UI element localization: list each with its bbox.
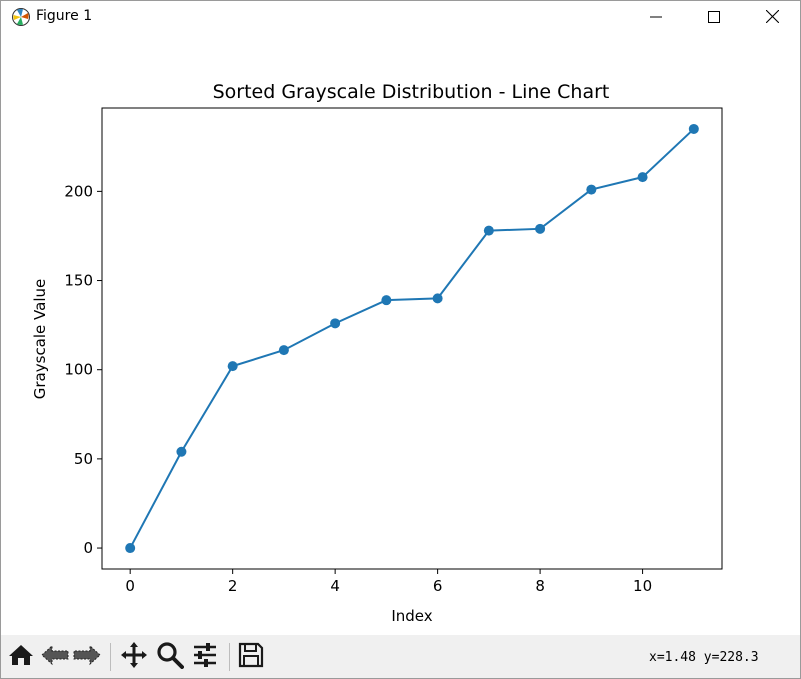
window-title: Figure 1 <box>36 8 93 24</box>
configure-subplots-button[interactable] <box>189 641 221 673</box>
chart-title: Sorted Grayscale Distribution - Line Cha… <box>213 81 610 103</box>
toolbar-separator <box>229 643 230 671</box>
title-bar: Figure 1 <box>1 1 800 33</box>
x-tick-label: 0 <box>125 577 135 595</box>
maximize-icon <box>708 8 720 27</box>
cursor-coordinates: x=1.48 y=228.3 <box>649 650 759 665</box>
data-point <box>330 318 341 329</box>
y-tick-label: 0 <box>83 539 93 557</box>
x-tick-label: 6 <box>433 577 443 595</box>
x-tick-label: 4 <box>330 577 340 595</box>
x-tick-label: 8 <box>535 577 545 595</box>
series-line <box>129 128 695 549</box>
matplotlib-logo-icon <box>11 7 31 27</box>
pan-icon <box>120 641 148 673</box>
data-point <box>125 543 136 554</box>
save-icon <box>238 642 264 672</box>
data-point <box>381 295 392 306</box>
y-tick-label: 50 <box>74 450 93 468</box>
maximize-button[interactable] <box>685 1 743 33</box>
forward-button[interactable] <box>71 641 103 673</box>
data-point <box>586 184 597 195</box>
x-tick-label: 10 <box>633 577 652 595</box>
back-icon <box>40 643 70 671</box>
zoom-icon <box>156 641 184 673</box>
data-point <box>176 446 187 457</box>
minimize-button[interactable] <box>627 1 685 33</box>
zoom-button[interactable] <box>154 641 186 673</box>
plot-frame <box>101 107 723 570</box>
forward-icon <box>72 643 102 671</box>
data-point <box>535 223 546 234</box>
configure-subplots-icon <box>191 641 219 673</box>
figure-canvas[interactable]: 0 2 4 6 8 10 0 50 100 150 200 Sorted Grayscale Dis… <box>1 33 800 635</box>
data-point <box>432 293 443 304</box>
back-button[interactable] <box>39 641 71 673</box>
minimize-icon <box>650 8 662 27</box>
y-tick-label: 100 <box>64 361 93 379</box>
navigation-toolbar: x=1.48 y=228.3 <box>1 635 800 678</box>
pan-button[interactable] <box>118 641 150 673</box>
data-point <box>227 361 238 372</box>
data-point <box>637 172 648 183</box>
data-point <box>278 345 289 356</box>
x-tick-label: 2 <box>228 577 238 595</box>
home-icon <box>8 643 34 671</box>
y-axis-label: Grayscale Value <box>31 279 49 399</box>
data-point <box>483 225 494 236</box>
data-point <box>688 123 699 134</box>
save-button[interactable] <box>235 641 267 673</box>
x-axis-label: Index <box>391 607 432 625</box>
home-button[interactable] <box>5 641 37 673</box>
y-tick-label: 200 <box>64 182 93 200</box>
close-button[interactable] <box>743 1 800 33</box>
close-icon <box>765 8 779 27</box>
toolbar-separator <box>110 643 111 671</box>
y-tick-label: 150 <box>64 272 93 290</box>
